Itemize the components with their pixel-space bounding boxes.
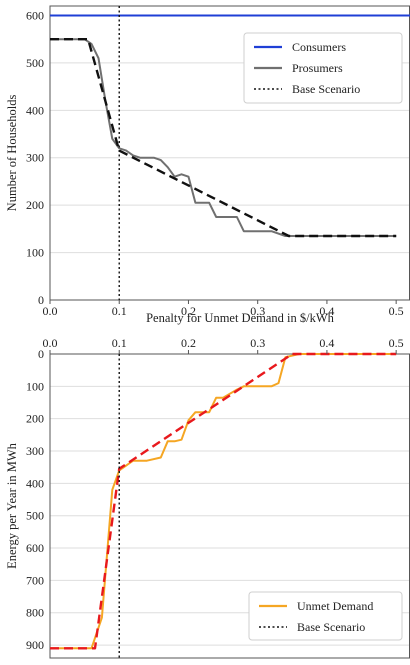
unmet-demand-chart: 0.0 0.1 0.2 0.3 0.4 0.5 0 100 200 300 400 500 600 70… xyxy=(5,336,410,659)
x-tick-label: 0.1 xyxy=(112,336,127,350)
x-tick-label: 0.3 xyxy=(250,336,265,350)
y-tick-label: 600 xyxy=(26,8,44,22)
y-tick-label: 300 xyxy=(26,151,44,165)
legend-label-prosumers: Prosumers xyxy=(292,61,343,75)
households-x-axis-label: Penalty for Unmet Demand in $/kWh xyxy=(146,311,335,325)
y-tick-label: 700 xyxy=(26,573,44,587)
y-tick-label: 0 xyxy=(38,293,44,307)
energy-y-ticks: 0 100 200 300 400 500 600 700 800 900 xyxy=(26,347,44,652)
y-tick-label: 800 xyxy=(26,606,44,620)
x-tick-label: 0.3 xyxy=(250,304,265,318)
x-tick-label: 0.0 xyxy=(43,304,58,318)
legend-label-base-scenario: Base Scenario xyxy=(292,82,360,96)
x-tick-label: 0.5 xyxy=(389,336,404,350)
series-line-prosumers xyxy=(50,38,397,237)
households-chart: 0.0 0.1 0.2 0.3 0.4 0.5 0 100 200 300 400 500 600 P… xyxy=(5,5,410,325)
x-tick-label: 0.1 xyxy=(112,304,127,318)
energy-legend-box xyxy=(248,591,403,641)
y-tick-label: 900 xyxy=(26,638,44,652)
y-tick-label: 0 xyxy=(38,347,44,361)
x-tick-label: 0.0 xyxy=(43,336,58,350)
households-legend-box xyxy=(243,32,403,104)
households-legend: Consumers Prosumers Base Scenario xyxy=(243,32,403,104)
y-tick-label: 400 xyxy=(26,103,44,117)
x-tick-label: 0.4 xyxy=(319,336,334,350)
households-x-ticks: 0.0 0.1 0.2 0.3 0.4 0.5 xyxy=(43,300,404,318)
y-tick-label: 200 xyxy=(26,412,44,426)
y-tick-label: 600 xyxy=(26,541,44,555)
y-tick-label: 300 xyxy=(26,444,44,458)
households-y-ticks: 0 100 200 300 400 500 600 xyxy=(26,8,44,307)
energy-x-ticks: 0.0 0.1 0.2 0.3 0.4 0.5 xyxy=(43,336,404,354)
y-tick-label: 400 xyxy=(26,476,44,490)
households-y-axis-label: Number of Households xyxy=(5,95,19,212)
legend-label-consumers: Consumers xyxy=(292,40,346,54)
x-tick-label: 0.4 xyxy=(319,304,334,318)
y-tick-label: 500 xyxy=(26,509,44,523)
y-tick-label: 100 xyxy=(26,246,44,260)
legend-label-unmet-demand: Unmet Demand xyxy=(297,599,373,613)
y-tick-label: 200 xyxy=(26,198,44,212)
x-tick-label: 0.5 xyxy=(389,304,404,318)
y-tick-label: 100 xyxy=(26,379,44,393)
y-tick-label: 500 xyxy=(26,56,44,70)
x-tick-label: 0.2 xyxy=(181,336,196,350)
x-tick-label: 0.2 xyxy=(181,304,196,318)
energy-legend: Unmet Demand Base Scenario xyxy=(248,591,403,641)
series-line-unmet-demand xyxy=(50,353,397,650)
energy-y-axis-label: Energy per Year in MWh xyxy=(5,442,19,569)
legend-label-base-scenario: Base Scenario xyxy=(297,620,365,634)
series-line-trend-2 xyxy=(50,38,397,238)
households-series xyxy=(50,6,410,300)
